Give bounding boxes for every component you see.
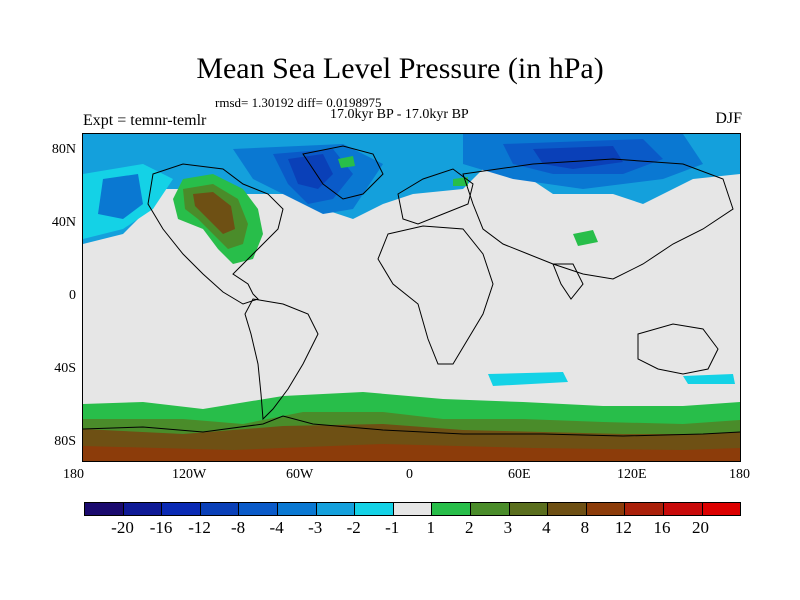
coast-europe xyxy=(397,168,474,225)
coast-antarctica xyxy=(83,415,740,437)
colorbar-swatch xyxy=(393,503,433,515)
coast-australia xyxy=(637,323,719,375)
south-rust-band xyxy=(83,444,740,461)
colorbar-swatch xyxy=(355,503,394,515)
colorbar-label: 16 xyxy=(653,518,671,537)
y-tick-label: 40S xyxy=(54,361,76,376)
colorbar-label: -16 xyxy=(149,518,173,537)
x-tick-label: 120E xyxy=(617,467,647,482)
experiment-label: Expt = temnr-temlr xyxy=(83,112,207,129)
colorbar-label: -12 xyxy=(188,518,211,537)
coastlines xyxy=(83,145,740,437)
y-tick-label: 80S xyxy=(54,434,76,449)
coast-africa xyxy=(377,225,494,365)
colorbar-label: -3 xyxy=(308,518,323,537)
colorbar-label: 3 xyxy=(503,518,513,537)
greenland-green xyxy=(338,156,355,168)
north-atlantic-deeper xyxy=(288,154,333,189)
colorbar-swatch xyxy=(470,503,510,515)
colorbar-swatch xyxy=(625,503,664,515)
siberia-deeper xyxy=(533,146,623,169)
central-asia-green xyxy=(573,230,598,246)
colorbar-swatch xyxy=(200,503,240,515)
colorbar-swatch xyxy=(123,503,163,515)
x-tick-label: 0 xyxy=(406,467,413,482)
colorbar-label: -4 xyxy=(269,518,284,537)
colorbar-swatch xyxy=(277,503,317,515)
x-tick-label: 120W xyxy=(172,467,207,482)
colorbar-label: -2 xyxy=(346,518,361,537)
south-indian-cyan xyxy=(488,372,568,386)
colorbar xyxy=(84,502,741,516)
season-label: DJF xyxy=(715,110,742,127)
y-tick-label: 40N xyxy=(51,215,76,230)
colorbar-swatch xyxy=(239,503,278,515)
colorbar-label: 4 xyxy=(542,518,551,537)
colorbar-label: 12 xyxy=(614,518,632,537)
coast-india xyxy=(552,263,584,300)
north-pacific-blue xyxy=(98,174,143,219)
coast-greenland xyxy=(302,145,384,200)
colorbar-swatch xyxy=(702,503,741,515)
south-australia-cyan xyxy=(683,374,735,384)
period-line: 17.0kyr BP - 17.0kyr BP xyxy=(330,107,469,122)
colorbar-label: 2 xyxy=(465,518,474,537)
page-title: Mean Sea Level Pressure (in hPa) xyxy=(196,52,604,85)
colorbar-swatch xyxy=(509,503,549,515)
north-america-brown xyxy=(193,192,235,234)
colorbar-label: 8 xyxy=(580,518,590,537)
colorbar-swatch xyxy=(586,503,626,515)
colorbar-swatch xyxy=(663,503,703,515)
colorbar-label: -1 xyxy=(385,518,400,537)
coast-south-america xyxy=(244,298,319,421)
colorbar-swatch xyxy=(162,503,201,515)
map-panel xyxy=(82,133,741,462)
colorbar-label: -8 xyxy=(231,518,246,537)
x-tick-label: 180 xyxy=(63,467,84,482)
colorbar-swatch xyxy=(85,503,124,515)
x-tick-label: 180 xyxy=(729,467,750,482)
colorbar-label: 1 xyxy=(426,518,436,537)
colorbar-swatch xyxy=(432,503,471,515)
colorbar-swatch xyxy=(548,503,587,515)
y-tick-label: 80N xyxy=(51,142,76,157)
stats-line: rmsd= 1.30192 diff= 0.0198975 xyxy=(215,95,382,110)
coast-north-america xyxy=(147,163,284,305)
colorbar-label: -20 xyxy=(111,518,134,537)
y-tick-label: 0 xyxy=(69,288,76,303)
colorbar-label: 20 xyxy=(691,518,709,537)
x-tick-label: 60E xyxy=(508,467,531,482)
x-tick-label: 60W xyxy=(286,467,314,482)
colorbar-swatch xyxy=(316,503,356,515)
pressure-map xyxy=(83,134,740,461)
coast-asia xyxy=(462,158,734,280)
